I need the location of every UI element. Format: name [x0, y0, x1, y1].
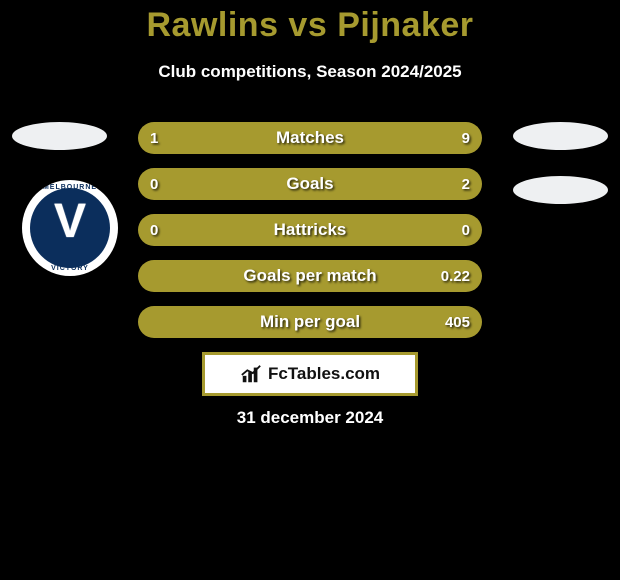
badge-inner: V	[30, 188, 110, 268]
team-left-badge: MELBOURNE V VICTORY	[22, 180, 118, 276]
date-text: 31 december 2024	[0, 408, 620, 428]
subtitle: Club competitions, Season 2024/2025	[0, 62, 620, 82]
stat-row: Min per goal405	[138, 306, 482, 338]
page-title: Rawlins vs Pijnaker	[0, 6, 620, 45]
stat-value-left: 1	[150, 122, 158, 154]
stage: Rawlins vs Pijnaker Club competitions, S…	[0, 0, 620, 580]
team-left-ellipse-1	[12, 122, 107, 150]
badge-glyph: V	[54, 198, 86, 246]
stat-bar-left	[138, 306, 148, 338]
stats-bars: Matches19Goals02Hattricks00Goals per mat…	[138, 122, 482, 352]
stat-value-right: 0	[462, 214, 470, 246]
stat-bar-right	[148, 306, 482, 338]
stat-bar-left	[138, 122, 200, 154]
stat-value-left: 0	[150, 168, 158, 200]
stat-row: Goals per match0.22	[138, 260, 482, 292]
team-right-ellipse-1	[513, 122, 608, 150]
stat-row: Hattricks00	[138, 214, 482, 246]
stat-row: Matches19	[138, 122, 482, 154]
stat-value-right: 9	[462, 122, 470, 154]
bar-chart-icon	[240, 363, 262, 385]
stat-bar-right	[200, 122, 482, 154]
brand-text: FcTables.com	[268, 364, 380, 384]
brand-box: FcTables.com	[202, 352, 418, 396]
stat-value-right: 405	[445, 306, 470, 338]
team-right-ellipse-2	[513, 176, 608, 204]
stat-bar-right	[148, 260, 482, 292]
stat-value-right: 2	[462, 168, 470, 200]
stat-bar-right	[155, 214, 482, 246]
stat-row: Goals02	[138, 168, 482, 200]
stat-bar-left	[138, 260, 148, 292]
stat-value-left: 0	[150, 214, 158, 246]
stat-bar-right	[155, 168, 482, 200]
stat-value-right: 0.22	[441, 260, 470, 292]
badge-bottom-text: VICTORY	[22, 265, 118, 272]
